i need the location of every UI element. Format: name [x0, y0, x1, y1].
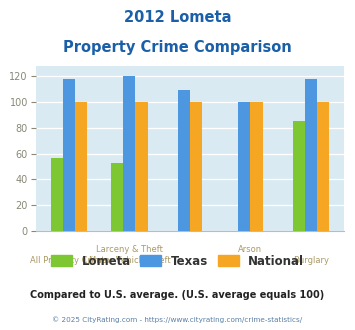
- Text: Larceny & Theft: Larceny & Theft: [96, 245, 163, 254]
- Bar: [63, 79, 75, 231]
- Text: Arson: Arson: [239, 245, 263, 254]
- Bar: [123, 76, 135, 231]
- Text: 2012 Lometa: 2012 Lometa: [124, 10, 231, 25]
- Legend: Lometa, Texas, National: Lometa, Texas, National: [46, 250, 309, 273]
- Bar: [190, 102, 202, 231]
- Text: Motor Vehicle Theft: Motor Vehicle Theft: [88, 256, 170, 265]
- Bar: [51, 157, 63, 231]
- Text: Compared to U.S. average. (U.S. average equals 100): Compared to U.S. average. (U.S. average …: [31, 290, 324, 300]
- Text: All Property Crime: All Property Crime: [31, 256, 107, 265]
- Bar: [111, 163, 123, 231]
- Bar: [238, 102, 251, 231]
- Bar: [317, 102, 329, 231]
- Text: Burglary: Burglary: [293, 256, 329, 265]
- Text: Property Crime Comparison: Property Crime Comparison: [63, 40, 292, 54]
- Bar: [178, 90, 190, 231]
- Bar: [305, 79, 317, 231]
- Text: © 2025 CityRating.com - https://www.cityrating.com/crime-statistics/: © 2025 CityRating.com - https://www.city…: [53, 317, 302, 323]
- Bar: [251, 102, 263, 231]
- Bar: [135, 102, 148, 231]
- Bar: [75, 102, 87, 231]
- Bar: [293, 121, 305, 231]
